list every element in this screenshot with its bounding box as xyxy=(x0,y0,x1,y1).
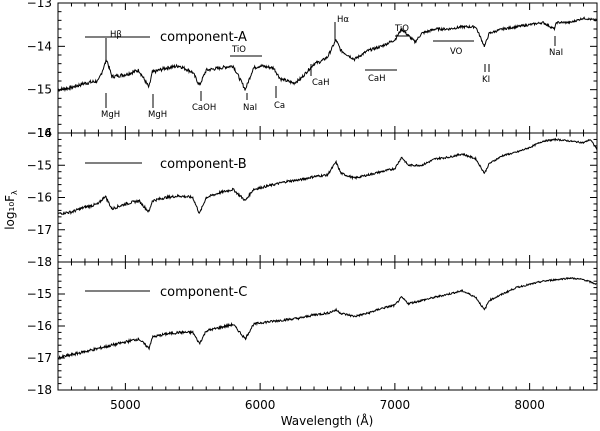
series-line-3 xyxy=(57,276,598,360)
annotation-cah-2: CaH xyxy=(368,74,386,84)
annotation-mgh-2: MgH xyxy=(148,110,167,120)
x-tick-label: 5000 xyxy=(110,398,141,412)
x-tick-label: 7000 xyxy=(380,398,411,412)
y-tick-label: −16 xyxy=(27,191,52,205)
y-tick-label: −14 xyxy=(27,126,52,140)
panels-group: −16 −15 −14 −13 −18 −17 −16 −15 −14 −18 −17 −16 −15 5… xyxy=(27,0,598,412)
annotation-nai-1: NaI xyxy=(243,103,257,113)
annotation-tio-1: TiO xyxy=(231,45,246,55)
annotation-caoh: CaOH xyxy=(192,103,216,113)
series-line-1 xyxy=(57,16,598,93)
annotation-nai-2: NaI xyxy=(549,48,563,58)
y-axis-title: log₁₀Fλ xyxy=(3,190,19,230)
panel-frame-3 xyxy=(57,261,598,391)
y-tick-label: −17 xyxy=(27,351,52,365)
y-tick-label: −15 xyxy=(27,83,52,97)
x-tick-label: 6000 xyxy=(245,398,276,412)
y-tick-label: −18 xyxy=(27,383,52,397)
panel-frame-1 xyxy=(57,2,598,134)
y-axis-title-sub: λ xyxy=(10,190,19,195)
legend-label-component-b: component-B xyxy=(160,157,247,172)
annotation-ca: Ca xyxy=(274,101,285,111)
x-axis-title: Wavelength (Å) xyxy=(281,413,374,428)
annotation-ki: KI xyxy=(482,75,490,85)
annotation-vo: VO xyxy=(450,47,463,57)
y-tick-label: −15 xyxy=(27,287,52,301)
y-axis-title-main: log₁₀F xyxy=(3,195,17,230)
annotation-mgh-1: MgH xyxy=(101,110,120,120)
legend-label-component-c: component-C xyxy=(160,285,247,300)
y-tick-label: −16 xyxy=(27,126,52,140)
legend-label-component-a: component-A xyxy=(160,30,247,45)
svg-text:log₁₀Fλ: log₁₀Fλ xyxy=(3,190,19,230)
x-tick-label: 8000 xyxy=(514,398,545,412)
feature-annotations: component-A component-B component-C Hβ M… xyxy=(85,15,563,300)
series-line-2 xyxy=(57,137,598,216)
y-tick-label: −14 xyxy=(27,39,52,53)
y-tick-label: −13 xyxy=(27,0,52,10)
y-tick-label: −15 xyxy=(27,158,52,172)
annotation-hbeta: Hβ xyxy=(110,30,122,40)
y-tick-label: −17 xyxy=(27,223,52,237)
annotation-halpha: Hα xyxy=(337,15,349,25)
annotation-tio-2: TiO xyxy=(394,24,409,34)
annotation-cah-1: CaH xyxy=(312,78,330,88)
y-tick-label: −16 xyxy=(27,319,52,333)
y-tick-label: −18 xyxy=(27,255,52,269)
